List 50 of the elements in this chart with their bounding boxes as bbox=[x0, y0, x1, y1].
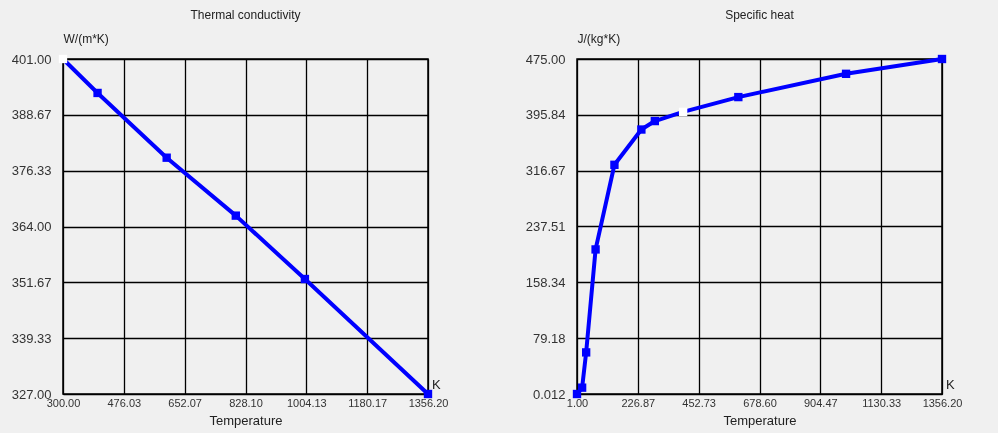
y-tick-label: 158.34 bbox=[525, 274, 566, 290]
point bbox=[841, 69, 851, 78]
chart-title: Specific heat bbox=[725, 8, 795, 22]
y-axis-title: J/(kg*K) bbox=[577, 31, 621, 46]
point bbox=[610, 160, 619, 169]
text: K bbox=[432, 377, 441, 392]
y-tick-label: 376.33 bbox=[11, 163, 52, 179]
text: K bbox=[946, 377, 955, 392]
x-tick-label: 476.03 bbox=[107, 396, 142, 409]
x-tick-label: 1356.20 bbox=[922, 396, 963, 409]
x-tick-label: 678.60 bbox=[743, 396, 777, 409]
x-tick-label: 828.10 bbox=[229, 396, 263, 409]
y-tick-label: 0.012 bbox=[532, 386, 566, 402]
point bbox=[231, 211, 240, 220]
x-axis-title: Temperature bbox=[723, 412, 797, 428]
y-tick-label: 401.00 bbox=[11, 51, 52, 67]
y-tick-label: 475.00 bbox=[525, 51, 566, 67]
chart-title: Thermal conductivity bbox=[190, 8, 301, 22]
x-tick-label: 652.07 bbox=[168, 396, 202, 409]
x-tick-label: 1356.20 bbox=[408, 396, 449, 409]
point bbox=[300, 274, 310, 284]
y-tick-label: 237.51 bbox=[525, 219, 566, 234]
y-tick-label: 316.67 bbox=[525, 163, 566, 179]
y-tick-label: 79.18 bbox=[532, 330, 566, 346]
x-tick-label: 1.00 bbox=[566, 396, 589, 409]
point bbox=[650, 116, 660, 126]
point bbox=[162, 153, 171, 162]
point bbox=[58, 54, 68, 64]
x-tick-label: 904.47 bbox=[804, 396, 838, 409]
point bbox=[678, 107, 688, 117]
point bbox=[93, 88, 102, 98]
point bbox=[577, 383, 587, 392]
x-tick-label: 1130.33 bbox=[862, 396, 902, 409]
x-tick-label: 1004.13 bbox=[286, 396, 327, 409]
y-tick-label: 395.84 bbox=[525, 107, 566, 123]
point bbox=[734, 92, 743, 102]
y-tick-label: 364.00 bbox=[11, 219, 52, 234]
y-tick-label: 351.67 bbox=[11, 274, 52, 290]
point bbox=[591, 245, 600, 254]
x-tick-label: 226.87 bbox=[621, 396, 656, 409]
point bbox=[581, 348, 591, 357]
y-axis-title: W/(m*K) bbox=[63, 31, 109, 46]
y-tick-label: 388.67 bbox=[11, 107, 52, 123]
point bbox=[937, 54, 947, 64]
point bbox=[423, 389, 433, 399]
x-tick-label: 1180.17 bbox=[348, 396, 388, 409]
point bbox=[637, 125, 646, 134]
x-axis-title: Temperature bbox=[209, 412, 283, 428]
x-tick-label: 452.73 bbox=[682, 396, 716, 409]
y-tick-label: 339.33 bbox=[11, 330, 52, 346]
